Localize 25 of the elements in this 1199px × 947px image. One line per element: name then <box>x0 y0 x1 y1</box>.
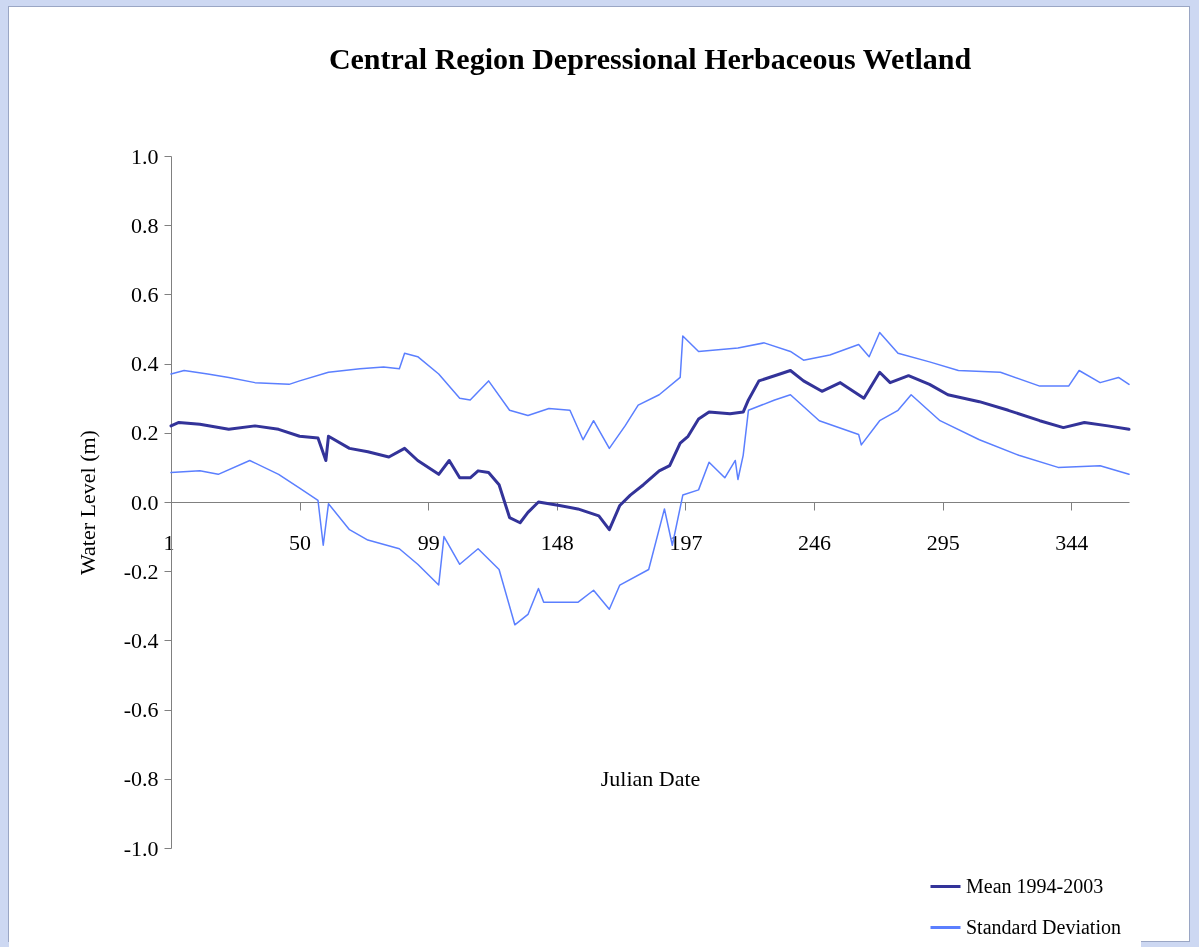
x-tick-label: 295 <box>926 529 960 555</box>
x-tick-label: 197 <box>669 529 703 555</box>
y-tick-label: -0.4 <box>123 627 159 653</box>
legend-label: Mean 1994-2003 <box>966 874 1104 897</box>
y-tick-label: -0.8 <box>123 766 159 792</box>
x-tick-label: 1 <box>163 529 175 555</box>
y-tick-label: -0.6 <box>123 697 159 723</box>
y-axis-title: Water Level (m) <box>74 430 100 575</box>
x-tick-label: 148 <box>540 529 574 555</box>
chart-title: Central Region Depressional Herbaceous Wetland <box>328 42 972 75</box>
y-tick-label: 0.2 <box>131 420 159 446</box>
line-series <box>170 331 1130 450</box>
x-tick-label: 344 <box>1055 529 1089 555</box>
y-tick-label: -1.0 <box>123 835 159 861</box>
y-tick-label: 1.0 <box>131 143 159 169</box>
x-axis-title: Julian Date <box>600 765 701 791</box>
y-tick-label: 0.6 <box>131 281 159 307</box>
y-tick-label: 0.8 <box>131 212 159 238</box>
x-tick-label: 246 <box>798 529 832 555</box>
legend-label: Standard Deviation <box>966 915 1121 938</box>
y-tick-label: -0.2 <box>123 558 159 584</box>
x-tick-label: 99 <box>417 529 440 555</box>
y-tick-label: 0.0 <box>131 489 159 515</box>
y-tick-label: 0.4 <box>131 351 159 377</box>
x-tick-label: 50 <box>289 529 312 555</box>
